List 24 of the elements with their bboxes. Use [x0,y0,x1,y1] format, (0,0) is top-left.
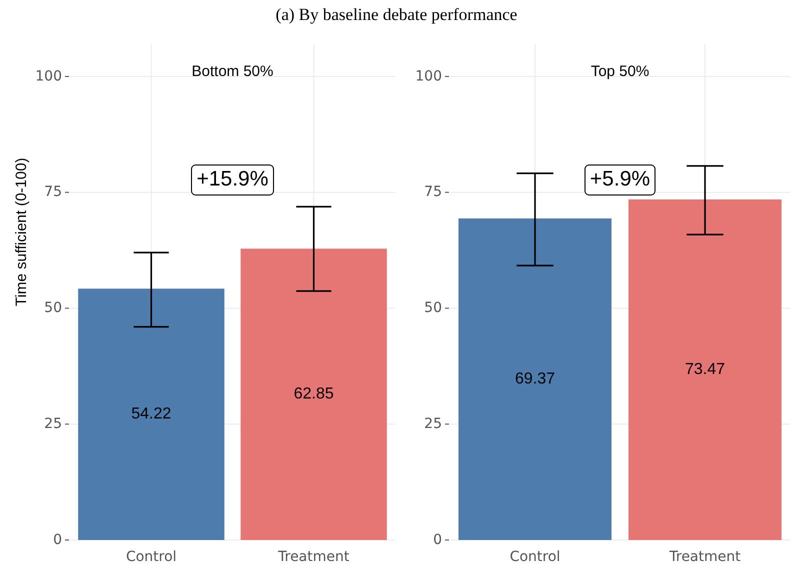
x-tick-label: Control [510,549,560,565]
data-label: 69.37 [514,370,556,388]
annotation: +5.9% [590,168,650,191]
y-axis-title: Time sufficient (0-100) [13,158,30,306]
text: Top 50% [590,63,650,80]
x-tick-label: Treatment [668,549,742,565]
y-tick-label: 25 [424,416,442,432]
y-tick-label: 0 [53,532,62,548]
text: Bottom 50% [192,63,274,80]
y-tick-label: 75 [424,184,442,200]
data-label: 73.47 [684,360,726,378]
x-tick-label: Treatment [277,549,350,565]
data-label: 54.22 [131,406,172,423]
y-tick-label: 25 [44,416,62,432]
y-tick-label: 50 [424,300,442,316]
y-tick-label: 100 [415,68,442,84]
y-tick-label: 75 [44,184,62,200]
x-tick-label: Control [126,549,177,565]
y-tick-label: 0 [433,532,442,548]
y-tick-label: 50 [44,300,62,316]
chart-title: (a) By baseline debate performance [276,5,518,24]
data-label: 62.85 [294,386,334,403]
annotation: +15.9% [196,168,268,191]
y-tick-label: 100 [35,68,62,84]
